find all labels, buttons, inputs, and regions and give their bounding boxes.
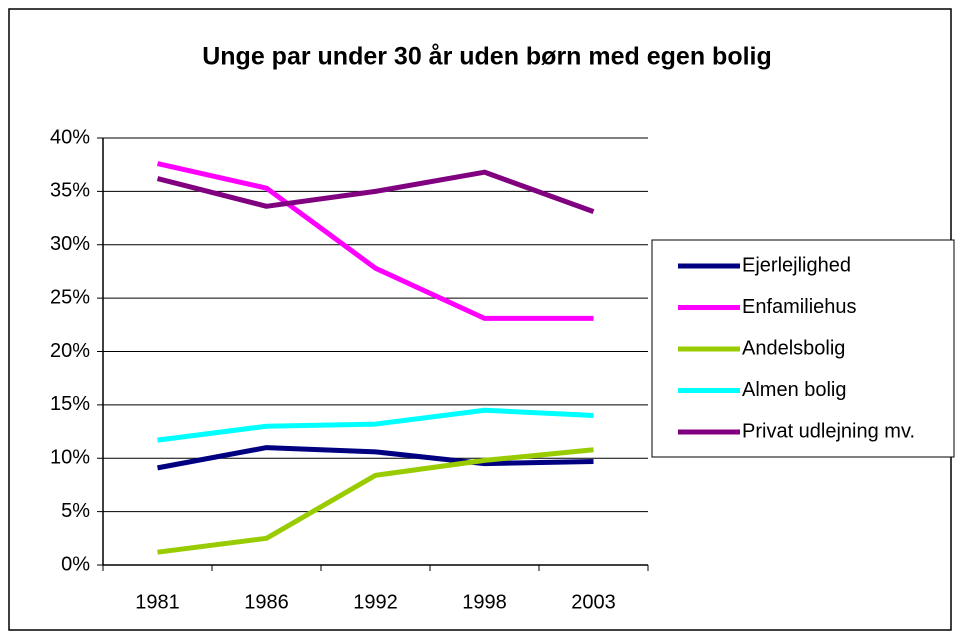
x-tick-label: 1986 bbox=[244, 591, 289, 613]
y-tick-label: 35% bbox=[50, 180, 90, 202]
y-tick-label: 25% bbox=[50, 286, 90, 308]
series-line bbox=[157, 445, 594, 471]
legend-label: Ejerlejlighed bbox=[742, 254, 851, 276]
series-line bbox=[157, 447, 594, 555]
legend-label: Privat udlejning mv. bbox=[742, 420, 915, 442]
x-tick-label: 2003 bbox=[571, 591, 616, 613]
chart-title: Unge par under 30 år uden børn med egen … bbox=[202, 43, 772, 71]
series-line bbox=[156, 169, 595, 215]
y-tick-label: 40% bbox=[50, 126, 90, 148]
x-tick-label: 1998 bbox=[462, 591, 507, 613]
x-tick-label: 1981 bbox=[135, 591, 180, 613]
legend-label: Enfamiliehus bbox=[742, 296, 857, 318]
y-tick-label: 0% bbox=[61, 553, 90, 575]
y-tick-label: 10% bbox=[50, 447, 90, 469]
y-tick-label: 30% bbox=[50, 233, 90, 255]
series-line bbox=[156, 161, 594, 321]
series-line bbox=[157, 407, 594, 443]
y-tick-label: 5% bbox=[61, 500, 90, 522]
legend-label: Andelsbolig bbox=[742, 337, 845, 359]
legend-label: Almen bolig bbox=[742, 379, 847, 401]
y-tick-label: 15% bbox=[50, 393, 90, 415]
y-tick-label: 20% bbox=[50, 340, 90, 362]
x-tick-label: 1992 bbox=[353, 591, 398, 613]
